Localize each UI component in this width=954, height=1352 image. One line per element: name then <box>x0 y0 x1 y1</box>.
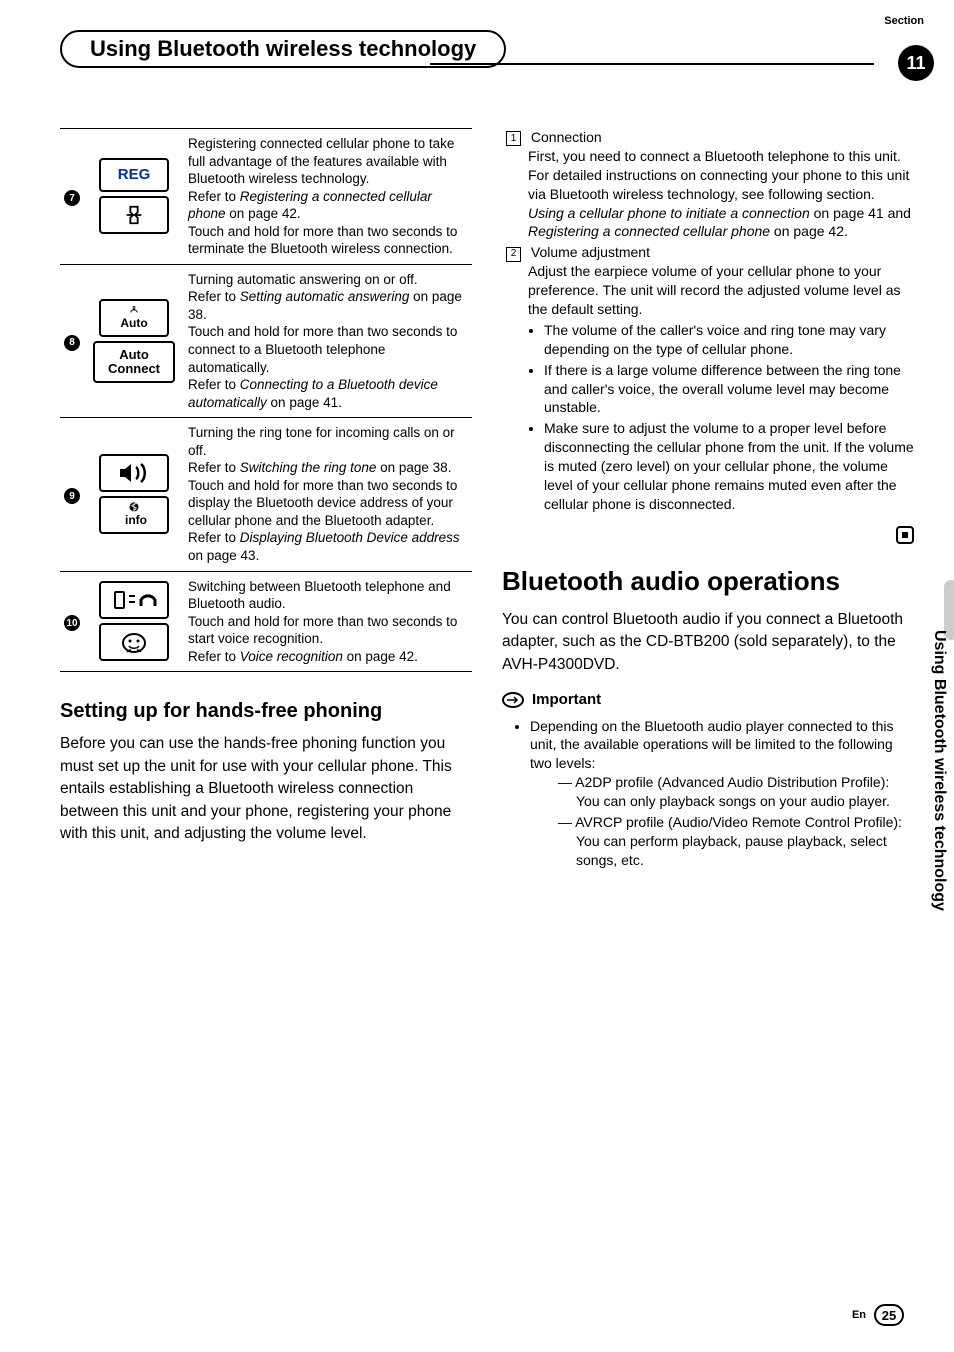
row-description: Registering connected cellular phone to … <box>184 129 472 265</box>
left-column: 7 REG Registering connected cellular pho… <box>60 128 472 872</box>
list-item: AVRCP profile (Audio/Video Remote Contro… <box>558 813 914 870</box>
header: Section Using Bluetooth wireless technol… <box>60 30 914 68</box>
auto-answer-icon: Auto <box>99 299 169 337</box>
page-title: Using Bluetooth wireless technology <box>90 36 476 61</box>
row-number: 9 <box>64 488 80 504</box>
icon-cell: REG <box>84 129 184 265</box>
icon-cell: info <box>84 418 184 571</box>
section-number-badge: 11 <box>898 45 934 81</box>
reg-icon: REG <box>99 158 169 192</box>
footer-page-number: 25 <box>874 1304 904 1326</box>
step1-body: First, you need to connect a Bluetooth t… <box>528 147 914 241</box>
section-end-icon <box>896 526 914 544</box>
ringtone-icon <box>99 454 169 492</box>
side-tab-label: Using Bluetooth wireless technology <box>924 620 954 1020</box>
step-number-box: 2 <box>506 247 521 262</box>
icon-cell <box>84 571 184 672</box>
disconnect-icon <box>99 196 169 234</box>
row-description: Switching between Bluetooth telephone an… <box>184 571 472 672</box>
list-item: Make sure to adjust the volume to a prop… <box>544 419 914 513</box>
list-item: If there is a large volume difference be… <box>544 361 914 418</box>
step-title: Volume adjustment <box>531 244 650 260</box>
manual-page: Section Using Bluetooth wireless technol… <box>0 0 954 1352</box>
footer-language: En <box>852 1309 866 1321</box>
handsfree-body: Before you can use the hands-free phonin… <box>60 733 472 845</box>
title-rule <box>430 63 874 65</box>
heading-bt-audio: Bluetooth audio operations <box>502 564 914 599</box>
step-title: Connection <box>531 129 602 145</box>
info-label: info <box>125 512 147 528</box>
table-row: 9 info Turning the ring tone for <box>60 418 472 571</box>
row-description: Turning automatic answering on or off.Re… <box>184 264 472 417</box>
list-item: A2DP profile (Advanced Audio Distributio… <box>558 773 914 811</box>
step-number-box: 1 <box>506 131 521 146</box>
table-row: 8 Auto Auto Connect Turning automatic an… <box>60 264 472 417</box>
table-row: 10 Switching between Bluetooth telephone… <box>60 571 472 672</box>
important-icon <box>502 692 524 708</box>
subheading-handsfree: Setting up for hands-free phoning <box>60 698 472 725</box>
section-label: Section <box>884 15 924 27</box>
bt-info-icon: info <box>99 496 169 534</box>
important-row: Important <box>502 690 914 710</box>
list-item: The volume of the caller's voice and rin… <box>544 321 914 359</box>
function-table: 7 REG Registering connected cellular pho… <box>60 128 472 672</box>
row-number: 10 <box>64 615 80 631</box>
row-description: Turning the ring tone for incoming calls… <box>184 418 472 571</box>
switch-phone-audio-icon <box>99 581 169 619</box>
footer: En 25 <box>852 1304 904 1326</box>
volume-bullets: The volume of the caller's voice and rin… <box>544 321 914 514</box>
auto-connect-icon: Auto Connect <box>93 341 175 383</box>
row-number: 8 <box>64 335 80 351</box>
important-outer-list: Depending on the Bluetooth audio player … <box>530 717 914 870</box>
steps-block: 1 Connection First, you need to connect … <box>506 128 914 514</box>
right-column: 1 Connection First, you need to connect … <box>502 128 914 872</box>
row-number: 7 <box>64 190 80 206</box>
bt-audio-body: You can control Bluetooth audio if you c… <box>502 609 914 676</box>
voice-recognition-icon <box>99 623 169 661</box>
table-row: 7 REG Registering connected cellular pho… <box>60 129 472 265</box>
important-body: Depending on the Bluetooth audio player … <box>530 718 894 772</box>
important-label: Important <box>532 690 601 710</box>
auto-label: Auto <box>120 315 147 331</box>
step2-body: Adjust the earpiece volume of your cellu… <box>528 262 914 319</box>
list-item: Depending on the Bluetooth audio player … <box>530 717 914 870</box>
icon-cell: Auto Auto Connect <box>84 264 184 417</box>
two-column-layout: 7 REG Registering connected cellular pho… <box>60 128 914 872</box>
profile-list: A2DP profile (Advanced Audio Distributio… <box>558 773 914 869</box>
